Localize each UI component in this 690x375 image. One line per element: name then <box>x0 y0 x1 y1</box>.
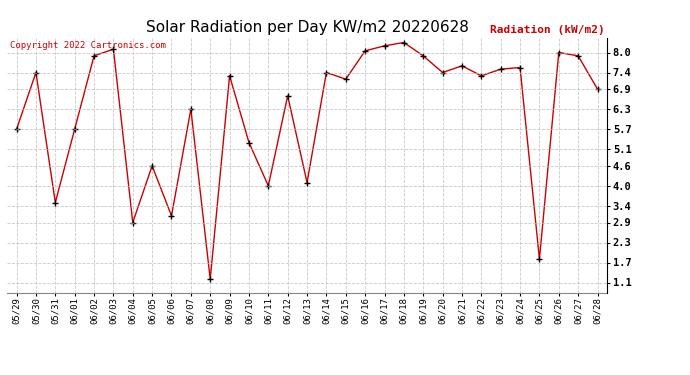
Text: Radiation (kW/m2): Radiation (kW/m2) <box>490 25 604 35</box>
Title: Solar Radiation per Day KW/m2 20220628: Solar Radiation per Day KW/m2 20220628 <box>146 20 469 35</box>
Text: Copyright 2022 Cartronics.com: Copyright 2022 Cartronics.com <box>10 41 166 50</box>
